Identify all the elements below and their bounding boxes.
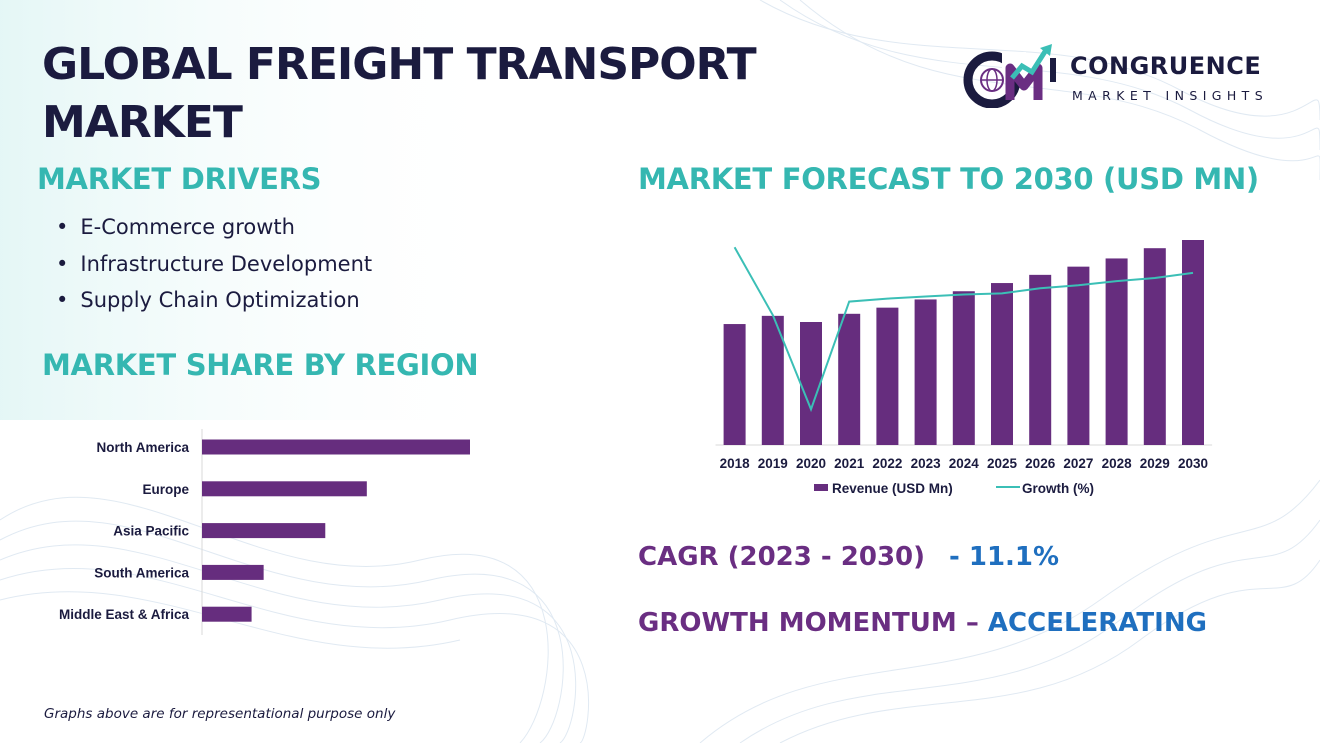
share-heading: MARKET SHARE BY REGION (42, 348, 479, 382)
region-share-chart: North America Europe Asia Pacific South Ame… (59, 429, 470, 635)
driver-item: Supply Chain Optimization (56, 285, 372, 322)
region-tick-label: Middle East & Africa (59, 607, 190, 622)
region-tick-label: Europe (142, 482, 189, 497)
cagr-stat: CAGR (2023 - 2030) - 11.1% (638, 542, 1059, 572)
driver-item: Infrastructure Development (56, 249, 372, 286)
growth-line (733, 246, 1194, 413)
revenue-bar (876, 307, 899, 445)
revenue-bar (1143, 248, 1166, 445)
footnote: Graphs above are for representational pu… (44, 706, 396, 722)
year-tick-label: 2025 (987, 456, 1018, 471)
year-tick-label: 2022 (872, 456, 902, 471)
revenue-bar (1105, 258, 1128, 445)
legend-growth-label: Growth (%) (1022, 481, 1094, 496)
cagr-label: CAGR (2023 - 2030) (638, 542, 926, 572)
revenue-bar (800, 322, 822, 445)
revenue-bar (1182, 240, 1204, 445)
forecast-heading: MARKET FORECAST TO 2030 (USD MN) (638, 162, 1259, 196)
revenue-bar (991, 283, 1013, 445)
year-tick-label: 2021 (834, 456, 865, 471)
legend-revenue-swatch (814, 484, 828, 491)
year-tick-label: 2026 (1025, 456, 1056, 471)
region-tick-label: South America (94, 565, 189, 580)
page-title: GLOBAL FREIGHT TRANSPORT MARKET (42, 36, 757, 152)
title-line-2: MARKET (42, 97, 243, 148)
logo-name: CONGRUENCE (1070, 52, 1262, 80)
year-tick-label: 2027 (1063, 456, 1093, 471)
year-tick-label: 2020 (796, 456, 826, 471)
region-tick-label: North America (96, 440, 189, 455)
title-line-1: GLOBAL FREIGHT TRANSPORT (42, 39, 757, 90)
region-bar (202, 564, 264, 580)
year-tick-label: 2023 (911, 456, 942, 471)
region-tick-label: Asia Pacific (113, 524, 189, 539)
year-tick-label: 2029 (1140, 456, 1170, 471)
drivers-list: E-Commerce growth Infrastructure Develop… (56, 212, 372, 322)
driver-item: E-Commerce growth (56, 212, 372, 249)
company-logo: CONGRUENCE MARKET INSIGHTS (962, 38, 1282, 109)
revenue-bar (952, 291, 975, 445)
legend-revenue-label: Revenue (USD Mn) (832, 481, 953, 496)
growth-value: ACCELERATING (987, 608, 1207, 638)
year-tick-label: 2030 (1178, 456, 1208, 471)
year-tick-label: 2028 (1102, 456, 1133, 471)
region-bar (202, 523, 326, 539)
revenue-bar (1067, 266, 1090, 445)
cagr-value: - 11.1% (949, 542, 1060, 572)
year-tick-label: 2024 (949, 456, 980, 471)
revenue-bar (761, 315, 784, 445)
year-tick-label: 2018 (720, 456, 751, 471)
drivers-heading: MARKET DRIVERS (37, 162, 322, 196)
revenue-bar (723, 324, 746, 445)
logo-tagline: MARKET INSIGHTS (1072, 88, 1269, 103)
revenue-bar (914, 299, 937, 445)
logo-mark-icon (963, 44, 1056, 109)
revenue-bar (838, 313, 861, 445)
region-bar (202, 439, 470, 455)
region-bar (202, 481, 367, 497)
growth-momentum-stat: GROWTH MOMENTUM – ACCELERATING (638, 608, 1207, 638)
growth-label: GROWTH MOMENTUM – (638, 608, 979, 638)
forecast-chart: 2018 2019 2020 2021 2022 2023 2024 2025 2026 2027… (715, 240, 1213, 496)
year-tick-label: 2019 (758, 456, 788, 471)
region-bar (202, 606, 252, 622)
revenue-bar (1029, 274, 1052, 445)
